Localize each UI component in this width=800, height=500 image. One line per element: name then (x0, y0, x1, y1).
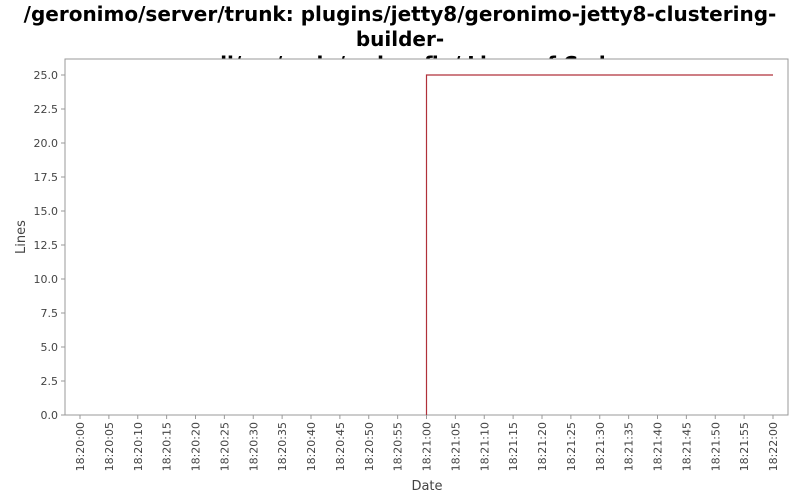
x-tick-label: 18:21:35 (623, 422, 636, 471)
x-tick-label: 18:20:15 (161, 422, 174, 471)
x-axis: 18:20:00 18:20:05 18:20:10 18:20:15 18:20:20… (74, 415, 780, 471)
x-tick-label: 18:21:50 (709, 422, 722, 471)
x-tick-label: 18:21:15 (507, 422, 520, 471)
series-group (425, 74, 773, 415)
x-tick-label: 18:20:25 (218, 422, 231, 471)
x-tick-label: 18:20:40 (305, 422, 318, 471)
series-line (425, 74, 773, 415)
x-tick-label: 18:20:10 (132, 422, 145, 471)
y-tick-label: 10.0 (34, 273, 59, 286)
x-tick-label: 18:20:00 (74, 422, 87, 471)
y-tick-label: 22.5 (34, 103, 59, 116)
y-tick-label: 25.0 (34, 69, 59, 82)
x-tick-label: 18:21:00 (421, 422, 434, 471)
y-tick-label: 5.0 (41, 341, 59, 354)
x-tick-label: 18:20:20 (190, 422, 203, 471)
x-tick-label: 18:21:45 (680, 422, 693, 471)
x-tick-label: 18:21:40 (652, 422, 665, 471)
x-axis-label: Date (411, 479, 442, 494)
y-tick-label: 2.5 (41, 375, 59, 388)
x-tick-label: 18:21:25 (565, 422, 578, 471)
x-tick-label: 18:22:00 (767, 422, 780, 471)
x-tick-label: 18:20:50 (363, 422, 376, 471)
y-tick-label: 0.0 (41, 409, 59, 422)
y-tick-label: 7.5 (41, 307, 59, 320)
y-axis-label: Lines (14, 220, 29, 254)
x-tick-label: 18:21:05 (449, 422, 462, 471)
x-tick-label: 18:21:10 (478, 422, 491, 471)
chart-title-line-1: /geronimo/server/trunk: plugins/jetty8/g… (23, 2, 777, 51)
x-tick-label: 18:20:45 (334, 422, 347, 471)
y-tick-label: 15.0 (34, 205, 59, 218)
x-tick-label: 18:21:30 (594, 422, 607, 471)
x-tick-label: 18:20:30 (247, 422, 260, 471)
y-axis: 0.0 2.5 5.0 7.5 10.0 12.5 15.0 17.5 20.0 22.5 25.0 (34, 69, 65, 422)
x-tick-label: 18:21:20 (536, 422, 549, 471)
y-tick-label: 12.5 (34, 239, 59, 252)
x-tick-label: 18:20:35 (276, 422, 289, 471)
y-tick-label: 20.0 (34, 137, 59, 150)
x-tick-label: 18:21:55 (738, 422, 751, 471)
x-tick-label: 18:20:55 (392, 422, 405, 471)
y-tick-label: 17.5 (34, 171, 59, 184)
x-tick-label: 18:20:05 (103, 422, 116, 471)
